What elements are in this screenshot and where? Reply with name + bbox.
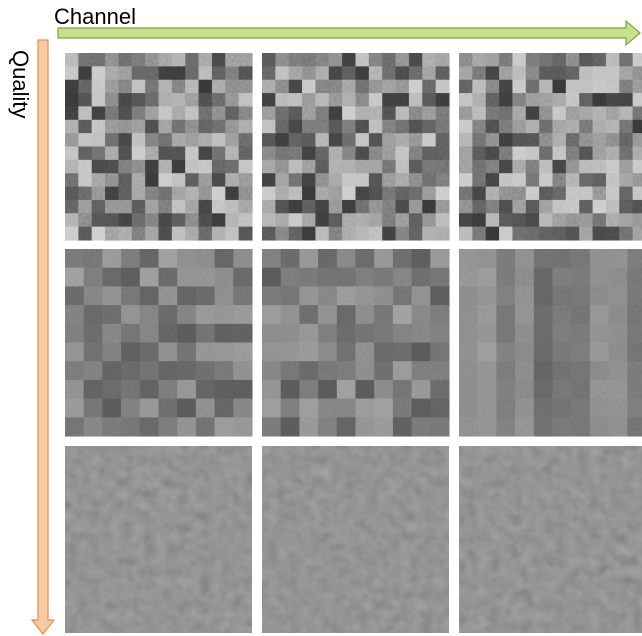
texture-detail — [65, 249, 252, 436]
texture-tile — [262, 53, 450, 241]
quality-label: Quality — [8, 50, 33, 118]
channel-arrow — [58, 21, 640, 45]
texture-detail — [459, 53, 642, 240]
texture-tile — [65, 249, 253, 437]
texture-tile — [459, 249, 642, 437]
texture-detail — [65, 53, 252, 240]
noise-texture — [65, 446, 252, 633]
texture-grid — [65, 53, 642, 633]
texture-detail — [459, 249, 642, 436]
noise-texture — [459, 446, 642, 633]
texture-detail — [262, 249, 449, 436]
texture-tile — [65, 446, 252, 633]
texture-tile — [262, 446, 449, 633]
texture-tile — [459, 446, 642, 633]
quality-arrow — [32, 40, 54, 634]
figure: Channel Quality — [0, 0, 642, 636]
texture-tile — [65, 53, 253, 241]
channel-label: Channel — [54, 4, 136, 29]
texture-detail — [262, 53, 449, 240]
texture-tile — [262, 249, 450, 437]
texture-tile — [459, 53, 642, 241]
noise-texture — [262, 446, 449, 633]
